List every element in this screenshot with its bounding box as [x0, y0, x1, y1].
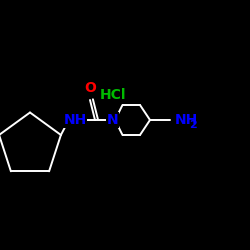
Text: NH: NH	[64, 113, 87, 127]
Text: 2: 2	[189, 120, 196, 130]
Text: HCl: HCl	[100, 88, 126, 102]
Text: N: N	[107, 113, 118, 127]
Text: NH: NH	[175, 113, 198, 127]
Text: O: O	[84, 81, 96, 95]
